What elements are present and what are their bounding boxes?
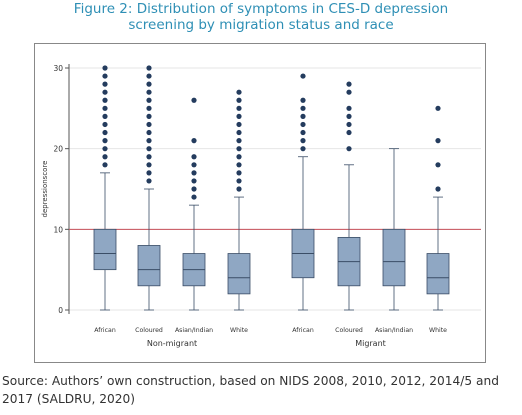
outlier-point xyxy=(300,121,306,128)
outlier-point xyxy=(191,162,197,168)
box-iqr xyxy=(426,253,450,295)
y-axis-title: depressionscore xyxy=(41,161,49,218)
x-category-label: African xyxy=(94,327,116,334)
outlier-point xyxy=(236,170,242,176)
outlier-point xyxy=(102,105,108,111)
outlier-point xyxy=(102,113,108,119)
outlier-point xyxy=(102,73,108,79)
outlier-point xyxy=(435,105,441,111)
x-group-label: Migrant xyxy=(355,339,386,348)
outlier-point xyxy=(236,186,242,192)
outlier-point xyxy=(191,97,197,103)
x-group-label: Non-migrant xyxy=(147,339,197,348)
y-tick-label: 20 xyxy=(53,145,63,154)
outlier-point xyxy=(146,81,152,87)
box-iqr xyxy=(227,253,251,295)
outlier-point xyxy=(102,121,108,128)
outlier-point xyxy=(300,73,306,79)
y-tick-label: 30 xyxy=(53,64,63,73)
outlier-point xyxy=(102,65,108,71)
outlier-point xyxy=(236,121,242,128)
outlier-point xyxy=(102,162,108,168)
outlier-point xyxy=(300,113,306,119)
outlier-point xyxy=(102,138,108,144)
outlier-point xyxy=(102,97,108,103)
y-tick-label: 10 xyxy=(53,225,63,234)
outlier-point xyxy=(146,97,152,103)
outlier-point xyxy=(236,162,242,168)
box-plot-chart: 0 10 20 30 depressionscore African Coloured Asi… xyxy=(41,64,481,348)
outlier-point xyxy=(191,186,197,192)
figure-title-line-1: Figure 2: Distribution of symptoms in CE… xyxy=(73,1,449,17)
chart-frame: 0 10 20 30 depressionscore African Coloured Asi… xyxy=(34,43,486,363)
y-tick-label: 0 xyxy=(58,306,63,315)
outlier-point xyxy=(146,113,152,119)
x-category-label: Coloured xyxy=(335,327,363,334)
outlier-point xyxy=(346,105,352,111)
outlier-point xyxy=(236,89,242,95)
x-category-label: African xyxy=(292,327,314,334)
outlier-point xyxy=(236,105,242,111)
x-category-label: Coloured xyxy=(135,327,163,334)
outlier-point xyxy=(236,113,242,119)
outlier-point xyxy=(102,146,108,152)
outlier-point xyxy=(102,81,108,87)
outlier-point xyxy=(435,162,441,168)
x-category-label: Asian/Indian xyxy=(375,327,413,334)
outlier-point xyxy=(146,178,152,184)
outlier-point xyxy=(236,178,242,184)
outlier-point xyxy=(146,154,152,160)
outlier-point xyxy=(435,186,441,192)
outlier-point xyxy=(146,170,152,176)
outlier-point xyxy=(346,81,352,87)
outlier-point xyxy=(236,146,242,152)
outlier-point xyxy=(146,138,152,144)
outlier-point xyxy=(146,146,152,152)
outlier-point xyxy=(146,65,152,71)
outlier-point xyxy=(300,138,306,144)
box-iqr xyxy=(137,245,161,287)
x-category-label: White xyxy=(230,327,248,334)
outlier-point xyxy=(146,162,152,168)
outlier-point xyxy=(191,154,197,160)
outlier-point xyxy=(300,97,306,103)
figure-source-note: Source: Authors’ own construction, based… xyxy=(2,374,499,406)
outlier-point xyxy=(191,194,197,200)
outlier-point xyxy=(236,129,242,136)
x-category-label: Asian/Indian xyxy=(175,327,213,334)
outlier-point xyxy=(236,97,242,103)
outlier-point xyxy=(236,154,242,160)
outlier-point xyxy=(146,129,152,136)
x-category-label: White xyxy=(429,327,447,334)
outlier-point xyxy=(435,138,441,144)
outlier-point xyxy=(146,121,152,128)
outlier-point xyxy=(191,138,197,144)
outlier-point xyxy=(346,146,352,152)
outlier-point xyxy=(300,129,306,136)
outlier-point xyxy=(102,89,108,95)
outlier-point xyxy=(146,105,152,111)
outlier-point xyxy=(191,178,197,184)
box-iqr xyxy=(382,228,406,287)
outlier-point xyxy=(236,138,242,144)
outlier-point xyxy=(346,113,352,119)
outlier-point xyxy=(300,105,306,111)
box-iqr xyxy=(93,228,117,271)
outlier-point xyxy=(102,154,108,160)
outlier-point xyxy=(346,89,352,95)
figure-title-line-2: screening by migration status and race xyxy=(128,17,394,33)
outlier-point xyxy=(346,121,352,128)
outlier-point xyxy=(191,170,197,176)
outlier-point xyxy=(146,89,152,95)
outlier-point xyxy=(346,129,352,136)
outlier-point xyxy=(102,129,108,136)
outlier-point xyxy=(146,73,152,79)
outlier-point xyxy=(300,146,306,152)
